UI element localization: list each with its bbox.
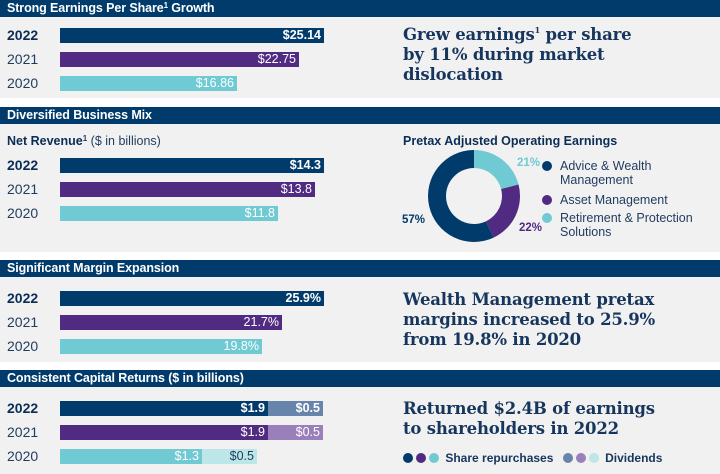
margin-section: Significant Margin Expansion 2022 2021 2… [0,260,720,362]
share-repurchase-bar [60,449,202,464]
revenue-year-label: 2020 [7,205,39,221]
business-mix-section: Diversified Business Mix Net Revenue1 ($… [0,107,720,252]
legend-dot-purple-icon [416,453,426,463]
dividend-bar [268,401,323,416]
margin-bar [60,339,262,354]
legend-dot-purple-icon [542,195,552,205]
margin-year-label: 2020 [7,338,39,354]
margin-bar [60,315,282,330]
eps-section-header: Strong Earnings Per Share1 Growth [0,0,720,17]
dividend-bar-label: $0.5 [229,449,254,463]
eps-bar [60,52,299,67]
dividend-bar [202,449,257,464]
margin-section-header: Significant Margin Expansion [0,260,720,277]
revenue-bar [60,182,315,197]
revenue-bar-label: $13.8 [280,182,312,196]
margin-headline: Wealth Management pretax margins increas… [403,290,655,349]
dividend-bar-label: $0.5 [295,401,320,415]
capital-year-label: 2020 [7,448,39,464]
eps-headline: Grew earnings1 per share by 11% during m… [403,25,632,84]
margin-bar-label: 21.7% [243,315,279,329]
legend-dot-teal-icon [429,453,439,463]
share-repurchase-bar-label: $1.3 [174,449,199,463]
capital-section-header: Consistent Capital Returns ($ in billion… [0,370,720,387]
eps-bar [60,28,324,43]
margin-bar-label: 25.9% [285,291,321,305]
eps-year-label: 2021 [7,51,39,67]
revenue-bar [60,158,324,173]
revenue-year-label: 2022 [7,157,39,173]
revenue-year-label: 2021 [7,181,39,197]
capital-headline: Returned $2.4B of earnings to shareholde… [403,399,655,438]
legend-advice-wealth: Advice & Wealth Management [542,159,651,187]
donut-label-asset: 22% [519,222,543,234]
legend-dot-teal-light-icon [588,453,599,463]
capital-year-label: 2021 [7,424,39,440]
share-repurchase-bar [60,401,268,416]
margin-bar-label: 19.8% [223,339,259,353]
revenue-bar-label: $14.3 [289,158,321,172]
legend-share-repurchases: Share repurchases [445,451,554,465]
share-repurchase-bar [60,425,268,440]
eps-year-label: 2022 [7,27,39,43]
eps-bar-label: $22.75 [257,52,296,66]
legend-dividends: Dividends [605,451,663,465]
legend-dot-navy-icon [403,453,413,463]
margin-year-label: 2021 [7,314,39,330]
legend-dot-navy-icon [542,161,552,171]
donut-label-retirement: 21% [517,157,541,169]
legend-dot-purple-light-icon [575,453,586,463]
capital-legend: Share repurchases Dividends [403,451,668,465]
margin-year-label: 2022 [7,290,39,306]
share-repurchase-bar-label: $1.9 [240,401,265,415]
eps-section: Strong Earnings Per Share1 Growth 2022 2… [0,0,720,98]
legend-asset-management: Asset Management [542,193,668,207]
eps-bar [60,76,237,91]
donut-slice-retirement [474,150,519,190]
dividend-bar-label: $0.5 [295,425,320,439]
donut-slice-asset [485,184,520,238]
donut-slice-advice [428,150,494,242]
eps-year-label: 2020 [7,75,39,91]
dividend-bar [268,425,323,440]
legend-retirement-protection: Retirement & Protection Solutions [542,211,693,239]
margin-bar [60,291,324,306]
capital-section: Consistent Capital Returns ($ in billion… [0,370,720,474]
eps-bar-label: $25.14 [282,28,321,42]
donut-label-advice: 57% [402,214,426,226]
donut-title: Pretax Adjusted Operating Earnings [403,134,618,148]
donut-chart [428,150,520,242]
capital-year-label: 2022 [7,400,39,416]
eps-bar-label: $16.86 [195,76,234,90]
revenue-bar [60,206,278,221]
revenue-bar-label: $11.8 [244,206,275,220]
business-mix-section-header: Diversified Business Mix [0,107,720,124]
net-revenue-subtitle: Net Revenue1 ($ in billions) [7,134,161,148]
share-repurchase-bar-label: $1.9 [240,425,265,439]
legend-dot-navy-light-icon [562,453,573,463]
legend-dot-teal-icon [542,213,552,223]
